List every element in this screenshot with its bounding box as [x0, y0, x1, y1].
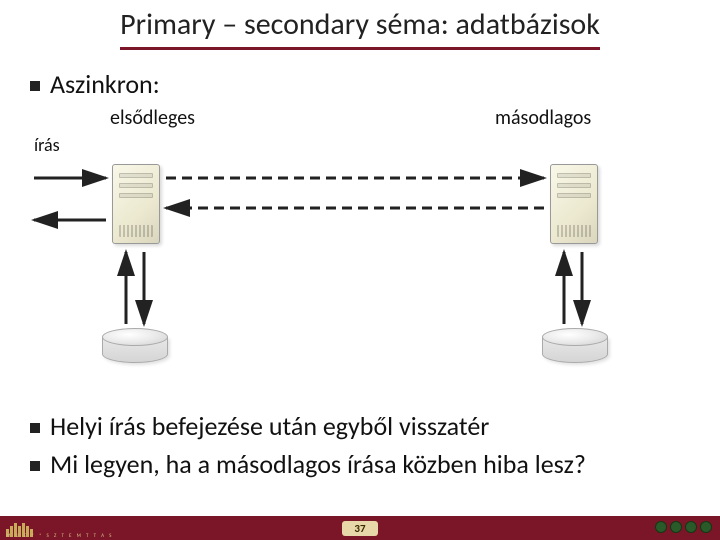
footer-bar: M U E * * S Z T E M T T A S 37 — [0, 516, 720, 540]
server-labels-row: elsődleges másodlagos — [30, 106, 690, 130]
bullet-square-icon — [30, 81, 40, 91]
slide-title: Primary – secondary séma: adatbázisok — [120, 6, 600, 50]
bullet-return-text: Helyi írás befejezése után egyből vissza… — [50, 410, 489, 442]
label-secondary: másodlagos — [495, 106, 591, 130]
badge-icon — [700, 521, 712, 533]
bullet-error: Mi legyen, ha a másodlagos írása közben … — [30, 448, 690, 480]
bullet-square-icon — [30, 461, 40, 471]
bullet-aszinkron-text: Aszinkron: — [50, 68, 160, 100]
bullet-aszinkron: Aszinkron: — [30, 68, 690, 100]
footer-caption: M U E * * S Z T E M T T A S — [6, 533, 113, 539]
badge-icon — [655, 521, 667, 533]
label-write: írás — [34, 134, 690, 156]
badge-icon — [670, 521, 682, 533]
diagram-arrows — [30, 156, 690, 386]
page-number: 37 — [342, 521, 377, 536]
bullet-error-text: Mi legyen, ha a másodlagos írása közben … — [50, 448, 586, 480]
label-primary: elsődleges — [110, 106, 195, 130]
bullet-return: Helyi írás befejezése után egyből vissza… — [30, 410, 690, 442]
badge-icon — [685, 521, 697, 533]
title-text: Primary – secondary séma: adatbázisok — [120, 6, 600, 43]
footer-badges — [655, 521, 712, 533]
diagram-area — [30, 156, 690, 386]
bullet-square-icon — [30, 423, 40, 433]
